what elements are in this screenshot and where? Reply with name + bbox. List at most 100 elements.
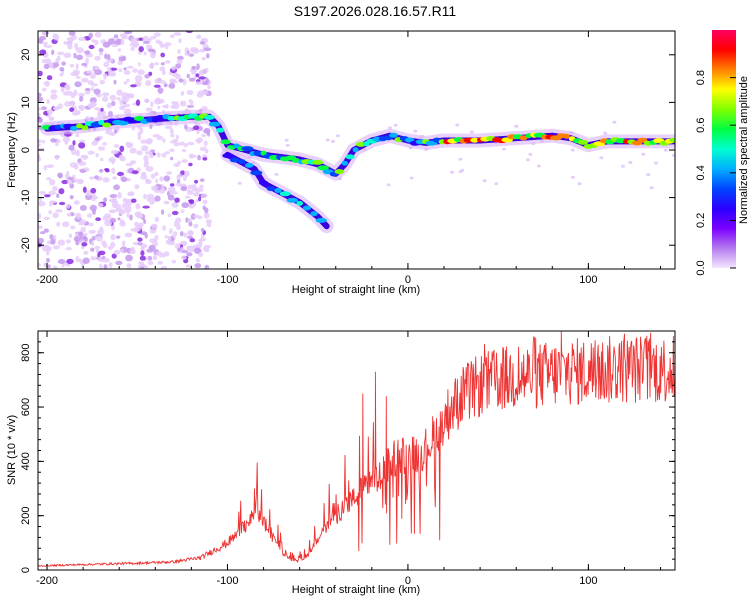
noise-point xyxy=(188,77,196,82)
noise-point xyxy=(65,90,73,96)
noise-point xyxy=(139,255,146,261)
noise-point xyxy=(144,265,149,269)
noise-point xyxy=(169,148,175,152)
noise-point xyxy=(90,256,97,261)
noise-point xyxy=(84,87,91,91)
noise-point xyxy=(63,41,68,45)
noise-point xyxy=(140,250,145,256)
noise-point xyxy=(50,238,56,245)
noise-point xyxy=(119,105,125,111)
noise-point xyxy=(199,186,204,192)
noise-point xyxy=(154,171,159,177)
noise-point xyxy=(192,214,200,218)
noise-point xyxy=(80,154,89,159)
noise-point xyxy=(113,184,120,191)
noise-point xyxy=(115,260,123,266)
noise-point xyxy=(73,200,80,205)
noise-point xyxy=(200,193,208,198)
noise-point xyxy=(109,194,118,199)
noise-point xyxy=(135,99,141,106)
noise-point xyxy=(102,243,108,248)
noise-point xyxy=(325,138,330,142)
ridge-blob xyxy=(146,117,154,123)
ridge-blob xyxy=(296,200,304,206)
noise-point xyxy=(200,90,209,95)
noise-point xyxy=(188,230,193,236)
noise-point xyxy=(49,179,56,186)
noise-point xyxy=(116,97,121,101)
noise-point xyxy=(162,225,166,231)
noise-point xyxy=(79,95,84,102)
noise-point xyxy=(197,154,202,161)
noise-point xyxy=(621,164,625,168)
noise-point xyxy=(170,156,174,161)
noise-point xyxy=(67,179,73,185)
noise-point xyxy=(64,101,72,107)
noise-point xyxy=(95,153,99,158)
noise-point xyxy=(171,80,178,84)
noise-point xyxy=(70,225,76,230)
noise-point xyxy=(167,186,176,193)
noise-point xyxy=(171,202,179,208)
noise-point xyxy=(181,202,189,209)
noise-point xyxy=(119,145,125,152)
noise-point xyxy=(38,96,44,102)
noise-point xyxy=(87,150,95,155)
noise-point xyxy=(69,195,74,200)
noise-point xyxy=(79,162,83,166)
noise-point xyxy=(192,192,201,197)
noise-point xyxy=(43,165,47,171)
x-tick-label: -100 xyxy=(216,274,238,286)
noise-point xyxy=(49,234,54,240)
noise-point xyxy=(137,133,142,141)
ridge-blob xyxy=(253,151,264,156)
noise-point xyxy=(94,107,101,111)
noise-point xyxy=(42,140,45,144)
x-tick-label: 0 xyxy=(405,575,411,587)
noise-point xyxy=(81,77,89,83)
ridge-blob xyxy=(341,160,348,166)
noise-point xyxy=(131,170,139,175)
colorbar-tick-label: 0.2 xyxy=(695,213,707,228)
noise-point xyxy=(173,142,180,147)
noise-point xyxy=(89,176,95,180)
noise-point xyxy=(110,241,116,248)
noise-point xyxy=(193,202,197,207)
noise-point xyxy=(78,142,86,149)
snr-x-label: Height of straight line (km) xyxy=(292,584,420,596)
ridge-blob xyxy=(317,165,329,171)
ridge-blob xyxy=(229,157,240,163)
noise-point xyxy=(108,262,113,268)
noise-point xyxy=(148,244,156,251)
noise-point xyxy=(78,105,83,110)
noise-point xyxy=(53,34,60,41)
noise-point xyxy=(663,148,668,152)
noise-point xyxy=(39,49,47,56)
noise-point xyxy=(455,123,460,127)
noise-point xyxy=(284,138,289,142)
noise-point xyxy=(45,251,50,256)
noise-point xyxy=(179,141,185,146)
noise-point xyxy=(199,178,205,182)
noise-point xyxy=(163,175,171,182)
noise-point xyxy=(38,212,42,220)
noise-point xyxy=(91,101,97,107)
noise-point xyxy=(147,48,156,52)
noise-point xyxy=(570,148,575,152)
noise-point xyxy=(95,235,104,242)
y-tick-label: 400 xyxy=(20,452,32,470)
noise-point xyxy=(57,239,66,246)
noise-point xyxy=(494,182,499,186)
noise-point xyxy=(55,209,63,213)
noise-point xyxy=(207,85,212,90)
noise-point xyxy=(156,135,163,141)
noise-point xyxy=(109,217,117,223)
noise-point xyxy=(181,255,187,260)
noise-point xyxy=(502,147,506,151)
noise-point xyxy=(171,259,177,264)
noise-point xyxy=(38,225,43,229)
noise-point xyxy=(94,55,101,61)
noise-point xyxy=(386,183,391,187)
noise-point xyxy=(107,54,111,60)
